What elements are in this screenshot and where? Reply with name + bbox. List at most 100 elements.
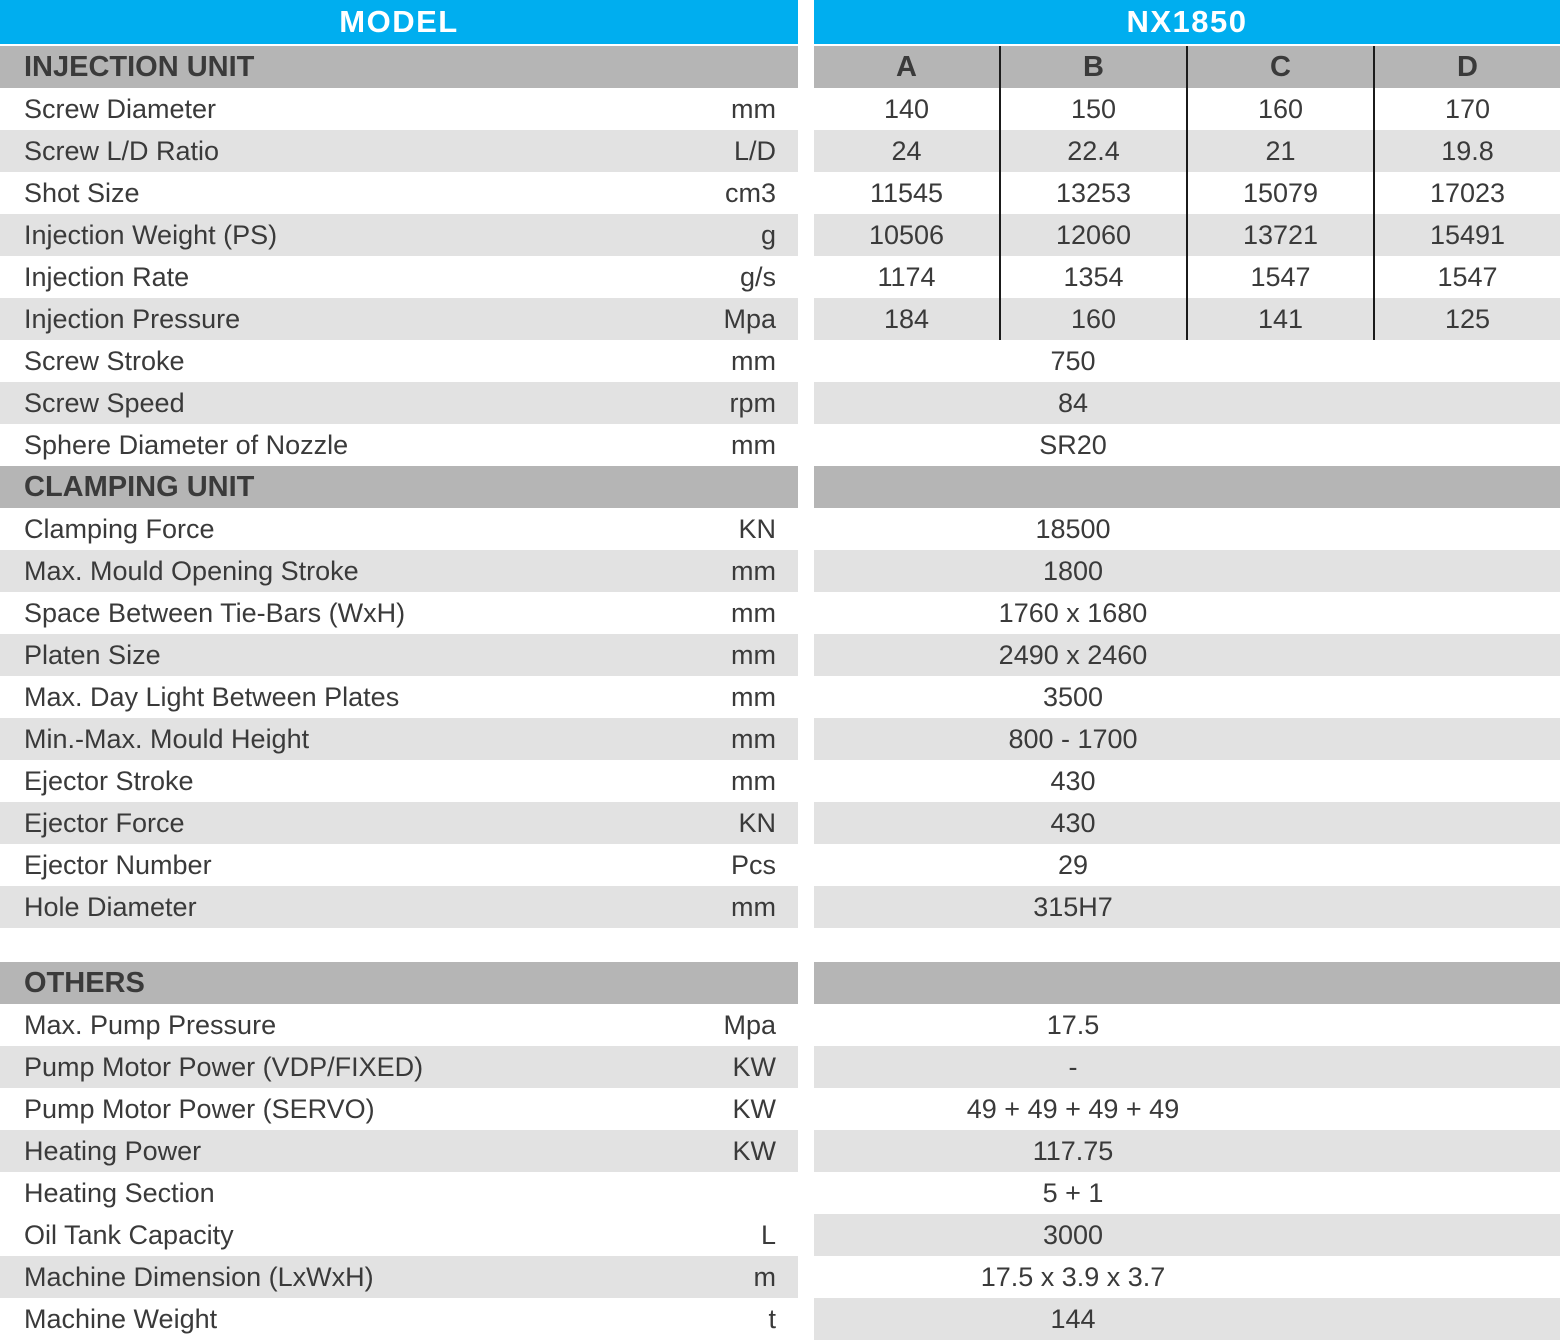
spec-value-cell: 430 bbox=[814, 760, 1560, 802]
spec-left-cell: Oil Tank Capacity L bbox=[0, 1214, 798, 1256]
gutter bbox=[798, 676, 814, 718]
spec-left-cell: Injection Rate g/s bbox=[0, 256, 798, 298]
spec-left-cell: Sphere Diameter of Nozzle mm bbox=[0, 424, 798, 466]
value-c: 15079 bbox=[1186, 172, 1373, 214]
value-b: 160 bbox=[999, 298, 1186, 340]
section-gap bbox=[0, 928, 1560, 962]
spec-value-cell: 49 + 49 + 49 + 49 bbox=[814, 1088, 1560, 1130]
value-merged: 1760 x 1680 bbox=[998, 597, 1148, 628]
gutter bbox=[798, 0, 814, 44]
spec-value-cell: 315H7 bbox=[814, 886, 1560, 928]
spec-value-cell: 5 + 1 bbox=[814, 1172, 1560, 1214]
spec-left-cell: Ejector Stroke mm bbox=[0, 760, 798, 802]
spec-values: 11545 13253 15079 17023 bbox=[814, 172, 1560, 214]
gutter bbox=[798, 1214, 814, 1256]
spec-left-cell: Machine Weight t bbox=[0, 1298, 798, 1340]
gutter bbox=[798, 382, 814, 424]
gutter bbox=[798, 424, 814, 466]
spec-unit: mm bbox=[731, 639, 776, 670]
value-d: 125 bbox=[1373, 298, 1560, 340]
value-merged: 315H7 bbox=[1033, 891, 1113, 922]
row-screw-ld-ratio: Screw L/D Ratio L/D 24 22.4 21 19.8 bbox=[0, 130, 1560, 172]
row-screw-diameter: Screw Diameter mm 140 150 160 170 bbox=[0, 88, 1560, 130]
row-ejector-force: Ejector Force KN 430 bbox=[0, 802, 1560, 844]
spec-value-cell: 3000 bbox=[814, 1214, 1560, 1256]
section-title-cell: INJECTION UNIT bbox=[0, 46, 798, 88]
spec-label: Ejector Stroke bbox=[24, 765, 194, 796]
gutter bbox=[798, 466, 814, 508]
value-a: 24 bbox=[891, 135, 922, 166]
value-b: 150 bbox=[999, 88, 1186, 130]
gutter bbox=[798, 718, 814, 760]
value-merged: 84 bbox=[1057, 387, 1089, 418]
spec-label: Ejector Number bbox=[24, 849, 212, 880]
spec-value-cell: - bbox=[814, 1046, 1560, 1088]
spec-value-cell: 1760 x 1680 bbox=[814, 592, 1560, 634]
spec-unit: KN bbox=[738, 513, 776, 544]
value-d: 1547 bbox=[1373, 256, 1560, 298]
value-merged: 144 bbox=[1050, 1303, 1096, 1334]
row-sphere-diameter-of-nozzle: Sphere Diameter of Nozzle mm SR20 bbox=[0, 424, 1560, 466]
row-max-pump-pressure: Max. Pump Pressure Mpa 17.5 bbox=[0, 1004, 1560, 1046]
value-d: 19.8 bbox=[1373, 130, 1560, 172]
row-injection-pressure: Injection Pressure Mpa 184 160 141 125 bbox=[0, 298, 1560, 340]
section-title-clamping-unit: CLAMPING UNIT bbox=[24, 470, 255, 503]
spec-unit: Mpa bbox=[723, 1009, 776, 1040]
value-merged: 3500 bbox=[1042, 681, 1104, 712]
value-c: 13721 bbox=[1186, 214, 1373, 256]
value-d: 17023 bbox=[1373, 172, 1560, 214]
spec-values: 140 150 160 170 bbox=[814, 88, 1560, 130]
section-band-right bbox=[814, 962, 1560, 1004]
row-max-day-light-between-plates: Max. Day Light Between Plates mm 3500 bbox=[0, 676, 1560, 718]
spec-left-cell: Platen Size mm bbox=[0, 634, 798, 676]
row-injection-rate: Injection Rate g/s 1174 1354 1547 1547 bbox=[0, 256, 1560, 298]
gutter bbox=[798, 46, 814, 88]
spec-unit: L bbox=[760, 1219, 776, 1250]
row-heating-section: Heating Section 5 + 1 bbox=[0, 1172, 1560, 1214]
spec-label: Max. Day Light Between Plates bbox=[24, 681, 400, 712]
spec-value-cell: 750 bbox=[814, 340, 1560, 382]
spec-left-cell: Machine Dimension (LxWxH) m bbox=[0, 1256, 798, 1298]
spec-label: Heating Power bbox=[24, 1135, 202, 1166]
spec-left-cell: Screw Stroke mm bbox=[0, 340, 798, 382]
gutter bbox=[798, 550, 814, 592]
value-a: 184 bbox=[883, 303, 930, 334]
spec-left-cell: Injection Pressure Mpa bbox=[0, 298, 798, 340]
spec-unit: g/s bbox=[739, 261, 776, 292]
row-heating-power: Heating Power KW 117.75 bbox=[0, 1130, 1560, 1172]
value-merged: 3000 bbox=[1042, 1219, 1104, 1250]
value-merged: 18500 bbox=[1035, 513, 1111, 544]
value-c: 160 bbox=[1186, 88, 1373, 130]
value-merged: 800 - 1700 bbox=[1008, 723, 1138, 754]
gutter bbox=[798, 172, 814, 214]
spec-unit: Pcs bbox=[730, 849, 776, 880]
spec-unit: t bbox=[768, 1303, 776, 1334]
value-a: 140 bbox=[883, 93, 930, 124]
model-header: MODEL bbox=[0, 0, 798, 44]
spec-left-cell: Ejector Force KN bbox=[0, 802, 798, 844]
spec-left-cell: Screw Diameter mm bbox=[0, 88, 798, 130]
spec-label: Heating Section bbox=[24, 1177, 215, 1208]
section-title-others: OTHERS bbox=[24, 966, 145, 999]
gutter bbox=[798, 1256, 814, 1298]
value-merged: 430 bbox=[1050, 765, 1096, 796]
row-screw-stroke: Screw Stroke mm 750 bbox=[0, 340, 1560, 382]
value-b: 1354 bbox=[999, 256, 1186, 298]
row-screw-speed: Screw Speed rpm 84 bbox=[0, 382, 1560, 424]
spec-unit: mm bbox=[731, 723, 776, 754]
value-merged: 117.75 bbox=[1032, 1135, 1114, 1166]
spec-value-cell: 17.5 x 3.9 x 3.7 bbox=[814, 1256, 1560, 1298]
spec-left-cell: Pump Motor Power (SERVO) KW bbox=[0, 1088, 798, 1130]
value-merged: SR20 bbox=[1039, 429, 1107, 460]
spec-label: Oil Tank Capacity bbox=[24, 1219, 234, 1250]
model-header-label: MODEL bbox=[339, 4, 459, 39]
gutter bbox=[798, 634, 814, 676]
header-row: MODEL NX1850 bbox=[0, 0, 1560, 44]
spec-label: Pump Motor Power (SERVO) bbox=[24, 1093, 375, 1124]
section-header-clamping-unit: CLAMPING UNIT bbox=[0, 466, 1560, 508]
row-ejector-stroke: Ejector Stroke mm 430 bbox=[0, 760, 1560, 802]
spec-value-cell: SR20 bbox=[814, 424, 1560, 466]
row-pump-motor-power-vdp-fixed: Pump Motor Power (VDP/FIXED) KW - bbox=[0, 1046, 1560, 1088]
gutter bbox=[798, 1046, 814, 1088]
